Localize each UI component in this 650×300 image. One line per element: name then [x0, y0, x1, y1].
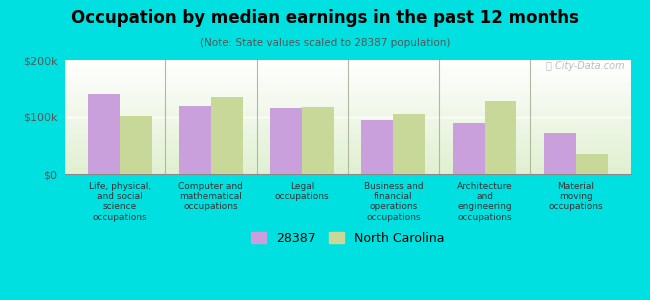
Bar — [120, 116, 151, 174]
Text: ⓘ City-Data.com: ⓘ City-Data.com — [546, 61, 625, 71]
Bar — [484, 101, 517, 174]
Bar — [544, 133, 576, 174]
Bar — [211, 97, 243, 174]
Bar — [393, 114, 425, 174]
Bar — [452, 123, 484, 174]
Bar — [270, 108, 302, 174]
Bar — [302, 107, 334, 174]
Text: (Note: State values scaled to 28387 population): (Note: State values scaled to 28387 popu… — [200, 38, 450, 47]
Bar — [179, 106, 211, 174]
Legend: 28387, North Carolina: 28387, North Carolina — [246, 227, 449, 250]
Bar — [576, 154, 608, 174]
Text: Occupation by median earnings in the past 12 months: Occupation by median earnings in the pas… — [71, 9, 579, 27]
Bar — [361, 120, 393, 174]
Bar — [88, 94, 120, 174]
